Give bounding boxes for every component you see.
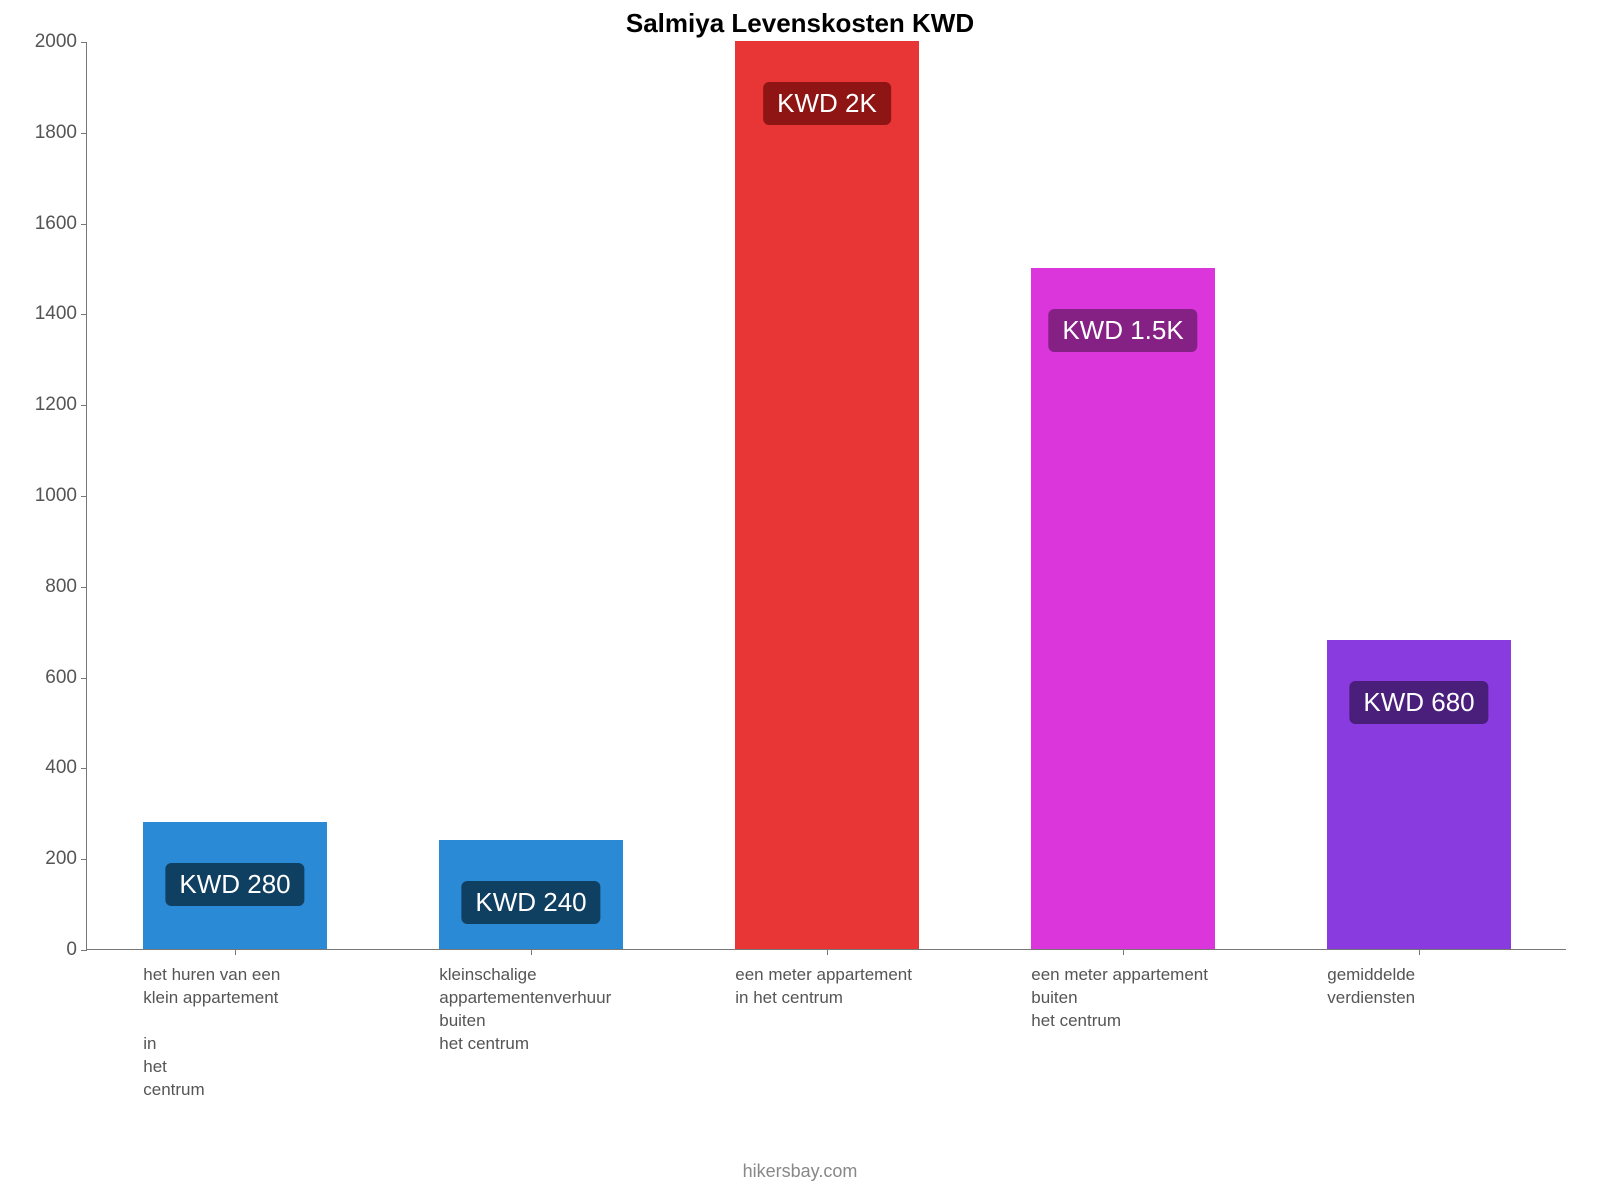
y-tick-mark — [81, 496, 87, 497]
x-axis-label: het huren van eenklein appartement inhet… — [143, 964, 280, 1102]
y-tick-label: 1000 — [35, 485, 77, 507]
y-tick-mark — [81, 133, 87, 134]
x-tick-mark — [531, 949, 532, 955]
y-tick-mark — [81, 950, 87, 951]
x-tick-mark — [235, 949, 236, 955]
value-badge: KWD 680 — [1349, 681, 1488, 724]
y-tick-mark — [81, 224, 87, 225]
y-tick-label: 1800 — [35, 122, 77, 144]
x-axis-label: een meter appartementin het centrum — [735, 964, 912, 1010]
x-axis-label: gemiddeldeverdiensten — [1327, 964, 1415, 1010]
y-tick-mark — [81, 768, 87, 769]
y-tick-mark — [81, 587, 87, 588]
value-badge: KWD 280 — [165, 863, 304, 906]
value-badge: KWD 1.5K — [1048, 309, 1197, 352]
x-tick-mark — [827, 949, 828, 955]
x-axis-label: een meter appartementbuitenhet centrum — [1031, 964, 1208, 1033]
bar — [735, 41, 919, 949]
y-tick-mark — [81, 405, 87, 406]
chart-container: Salmiya Levenskosten KWD 020040060080010… — [0, 0, 1600, 1200]
bar — [1031, 268, 1215, 949]
chart-title: Salmiya Levenskosten KWD — [0, 8, 1600, 39]
x-tick-mark — [1123, 949, 1124, 955]
y-tick-label: 1400 — [35, 303, 77, 325]
y-tick-mark — [81, 42, 87, 43]
x-axis-label: kleinschaligeappartementenverhuurbuitenh… — [439, 964, 611, 1056]
y-tick-label: 0 — [66, 939, 77, 961]
y-tick-mark — [81, 314, 87, 315]
y-tick-label: 1600 — [35, 213, 77, 235]
y-tick-label: 1200 — [35, 394, 77, 416]
x-tick-mark — [1419, 949, 1420, 955]
y-tick-label: 600 — [45, 667, 77, 689]
y-tick-mark — [81, 859, 87, 860]
y-tick-mark — [81, 678, 87, 679]
y-tick-label: 2000 — [35, 31, 77, 53]
plot-area: 0200400600800100012001400160018002000het… — [86, 42, 1566, 950]
chart-footer: hikersbay.com — [0, 1161, 1600, 1182]
value-badge: KWD 2K — [763, 82, 891, 125]
y-tick-label: 200 — [45, 848, 77, 870]
y-tick-label: 400 — [45, 757, 77, 779]
y-tick-label: 800 — [45, 576, 77, 598]
value-badge: KWD 240 — [461, 881, 600, 924]
